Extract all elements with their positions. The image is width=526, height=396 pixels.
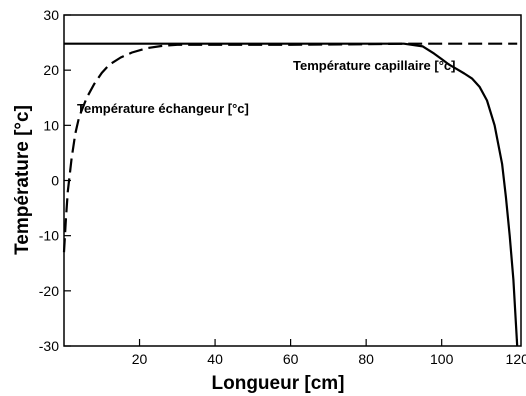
x-tick-label: 20: [132, 351, 148, 367]
y-tick-label: 30: [43, 7, 59, 23]
annotation-exchanger: Température échangeur [°c]: [77, 101, 249, 116]
y-tick-label: -30: [39, 338, 59, 354]
tick-labels: 20 40 60 80 100 120 -30 -20 -10 0 10 20 30: [39, 7, 526, 367]
y-tick-label: 10: [43, 117, 59, 133]
series-line-solid: [64, 42, 519, 347]
annotation-capillary: Température capillaire [°c]: [293, 58, 455, 73]
x-tick-label: 120: [506, 351, 526, 367]
x-tick-label: 60: [283, 351, 299, 367]
x-tick-label: 40: [207, 351, 223, 367]
axis-ticks: [64, 14, 518, 347]
x-tick-label: 100: [430, 351, 454, 367]
y-tick-label: 0: [51, 173, 59, 189]
series-line-dashed: [62, 42, 518, 253]
y-tick-label: -20: [39, 283, 59, 299]
y-axis-title: Température [°c]: [12, 105, 33, 255]
y-tick-label: -10: [39, 228, 59, 244]
x-axis-title: Longueur [cm]: [212, 373, 345, 394]
y-tick-label: 20: [43, 62, 59, 78]
x-tick-label: 80: [358, 351, 374, 367]
